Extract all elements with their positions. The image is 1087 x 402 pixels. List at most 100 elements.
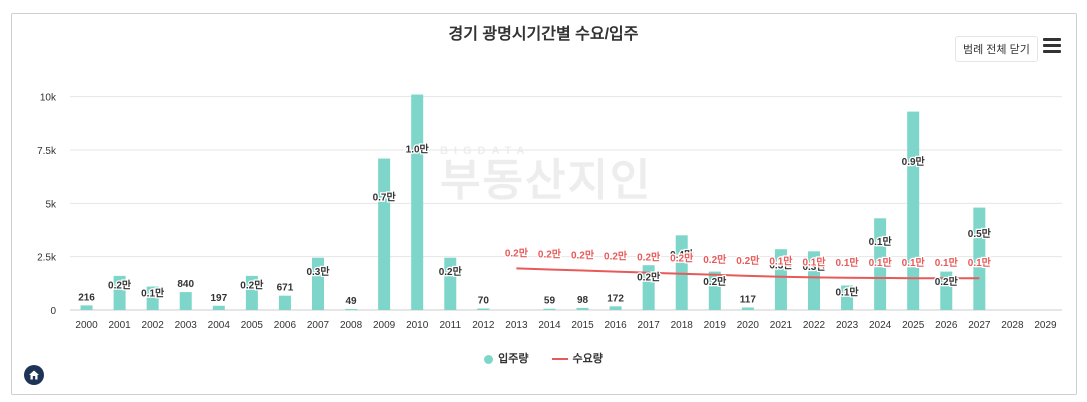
x-tick-label: 2018	[671, 320, 694, 331]
chart-frame	[11, 13, 1077, 395]
x-tick-label: 2005	[241, 320, 264, 331]
bar	[576, 307, 589, 310]
x-tick-label: 2029	[1034, 320, 1057, 331]
legend-item-bar[interactable]: 입주량	[484, 350, 528, 366]
legend-bar-swatch	[484, 354, 494, 364]
bar-data-label: 0.1만	[836, 286, 860, 299]
legend-toggle-button[interactable]: 범례 전체 닫기	[955, 36, 1038, 62]
bar	[708, 271, 721, 310]
line-data-label: 0.1만	[836, 256, 860, 269]
bar	[80, 305, 93, 310]
bar	[312, 257, 324, 310]
bar-data-label: 0.2만	[703, 275, 727, 288]
line-data-label: 0.1만	[802, 255, 826, 268]
bar-data-label: 98	[577, 295, 589, 306]
legend-line-swatch	[551, 358, 568, 361]
x-tick-label: 2024	[869, 320, 892, 331]
home-icon[interactable]	[24, 365, 44, 385]
bar-data-label: 0.3만	[306, 265, 330, 278]
y-tick-label: 10k	[40, 93, 57, 104]
x-tick-label: 2014	[538, 320, 561, 331]
x-tick-label: 2022	[803, 320, 826, 331]
bar-data-label: 0.3만	[769, 258, 793, 271]
x-tick-label: 2009	[373, 320, 396, 331]
line-data-label: 0.2만	[538, 247, 562, 260]
bar	[808, 251, 820, 310]
bar-data-label: 197	[210, 293, 227, 304]
bar	[907, 111, 920, 310]
bar-data-label: 0.2만	[240, 278, 264, 291]
bar	[642, 265, 655, 310]
bar	[774, 249, 787, 310]
x-tick-label: 2010	[406, 320, 429, 331]
bar	[874, 218, 887, 310]
bar-data-label: 0.3만	[802, 260, 826, 273]
bar	[146, 286, 159, 310]
bar-data-label: 840	[177, 279, 194, 290]
legend-bar-label: 입주량	[498, 353, 529, 365]
line-data-label: 0.1만	[869, 256, 893, 269]
x-tick-label: 2026	[935, 320, 958, 331]
bar	[245, 275, 258, 310]
bar-data-label: 0.1만	[141, 286, 165, 299]
y-tick-label: 5k	[45, 199, 57, 210]
bar	[973, 207, 986, 310]
bar	[477, 308, 490, 310]
y-tick-label: 7.5k	[37, 146, 57, 157]
x-tick-label: 2008	[340, 320, 363, 331]
x-tick-label: 2000	[75, 320, 98, 331]
hamburger-menu-icon[interactable]	[1043, 38, 1061, 54]
x-tick-label: 2002	[142, 320, 165, 331]
line-data-label: 0.2만	[670, 252, 694, 265]
x-tick-label: 2003	[175, 320, 198, 331]
x-tick-label: 2019	[704, 320, 727, 331]
line-data-label: 0.1만	[769, 255, 793, 268]
bar	[543, 308, 556, 310]
x-tick-label: 2017	[638, 320, 661, 331]
y-tick-label: 0	[50, 306, 56, 317]
x-tick-label: 2027	[968, 320, 991, 331]
line-data-label: 0.2만	[604, 250, 628, 263]
legend-item-line[interactable]: 수요량	[551, 350, 603, 366]
bar-data-label: 70	[478, 296, 490, 307]
bar	[741, 307, 754, 310]
x-tick-label: 2012	[472, 320, 495, 331]
line-data-label: 0.2만	[703, 253, 727, 266]
chart-title: 경기 광명시기간별 수요/입주	[448, 26, 639, 43]
bar-data-label: 0.9만	[902, 155, 926, 168]
x-tick-label: 2007	[307, 320, 330, 331]
bar	[841, 285, 854, 310]
bar-data-label: 0.2만	[935, 275, 959, 288]
x-tick-label: 2011	[440, 320, 462, 331]
bar	[609, 306, 622, 310]
x-tick-label: 2004	[208, 320, 231, 331]
bar-data-label: 0.7만	[373, 190, 397, 203]
line-data-label: 0.2만	[637, 251, 661, 264]
x-tick-label: 2013	[505, 320, 528, 331]
legend-line-label: 수요량	[572, 353, 603, 365]
bar-data-label: 216	[78, 292, 95, 303]
demand-line	[516, 267, 980, 280]
bar-data-label: 172	[607, 293, 624, 304]
bar	[411, 94, 424, 311]
line-data-label: 0.1만	[968, 256, 992, 269]
bar-data-label: 0.2만	[108, 278, 132, 291]
line-data-label: 0.1만	[935, 256, 959, 269]
x-tick-label: 2025	[902, 320, 925, 331]
x-tick-label: 2001	[108, 320, 131, 331]
bar	[212, 305, 225, 310]
bar	[179, 292, 192, 310]
bar-data-label: 0.1만	[869, 235, 893, 248]
bar-data-label: 0.2만	[439, 265, 463, 278]
bar-data-label: 1.0만	[406, 142, 430, 155]
bar-data-label: 49	[346, 296, 358, 307]
x-tick-label: 2020	[737, 320, 760, 331]
bar	[113, 275, 126, 310]
bar-data-label: 59	[544, 296, 556, 307]
x-tick-label: 2016	[604, 320, 627, 331]
bar	[675, 235, 688, 310]
bar-data-label: 0.2만	[637, 270, 661, 283]
bar	[940, 271, 953, 310]
x-tick-label: 2021	[770, 320, 793, 331]
